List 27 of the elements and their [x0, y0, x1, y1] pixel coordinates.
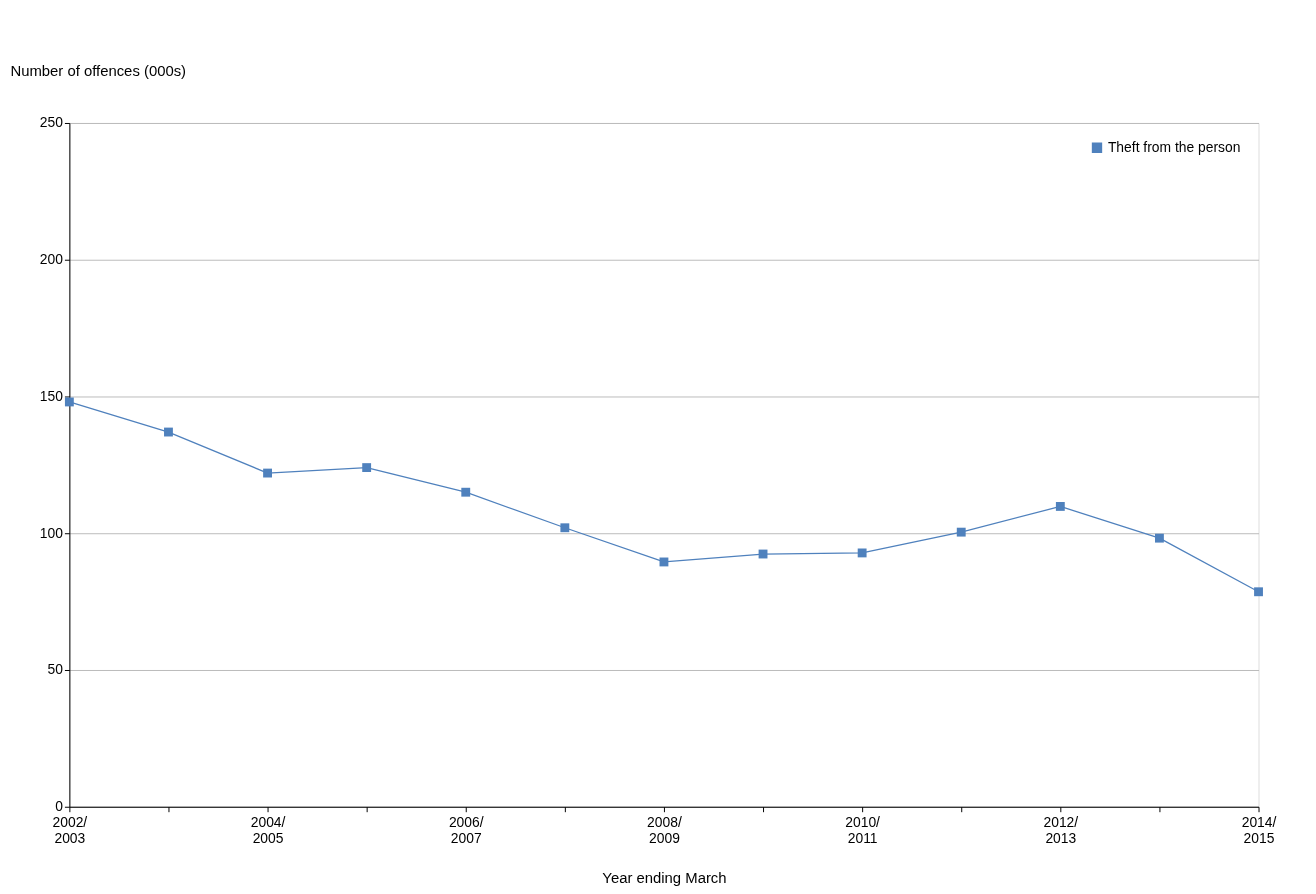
point	[461, 487, 471, 497]
point	[1155, 533, 1164, 543]
point	[64, 397, 74, 407]
point	[164, 427, 173, 437]
y-tick-label: 250	[39, 114, 64, 131]
point	[560, 523, 570, 533]
x-axis-title: Year ending March	[602, 869, 727, 886]
y-tick-label: 200	[39, 251, 64, 268]
y-axis-title: Number of offences (000s)	[10, 62, 187, 79]
legend-label: Theft from the person	[1107, 138, 1241, 155]
x-tick-label: 2014/2015	[1241, 814, 1277, 846]
point	[1055, 502, 1065, 511]
y-tick-label: 50	[47, 661, 64, 678]
point	[1254, 587, 1263, 597]
point	[857, 548, 867, 558]
point	[362, 463, 372, 473]
x-tick-label: 2004/2005	[250, 814, 286, 846]
x-tick-label: 2012/2013	[1043, 814, 1079, 846]
point	[263, 468, 272, 478]
x-tick-label: 2002/2003	[52, 814, 88, 846]
y-tick-label: 0	[55, 798, 64, 815]
y-tick-label: 100	[39, 524, 64, 541]
x-tick-label: 2006/2007	[448, 814, 484, 846]
y-tick-label: 150	[39, 387, 64, 404]
point	[956, 527, 966, 537]
x-tick-label: 2008/2009	[647, 814, 682, 846]
x-tick-label: 2010/2011	[845, 814, 881, 846]
